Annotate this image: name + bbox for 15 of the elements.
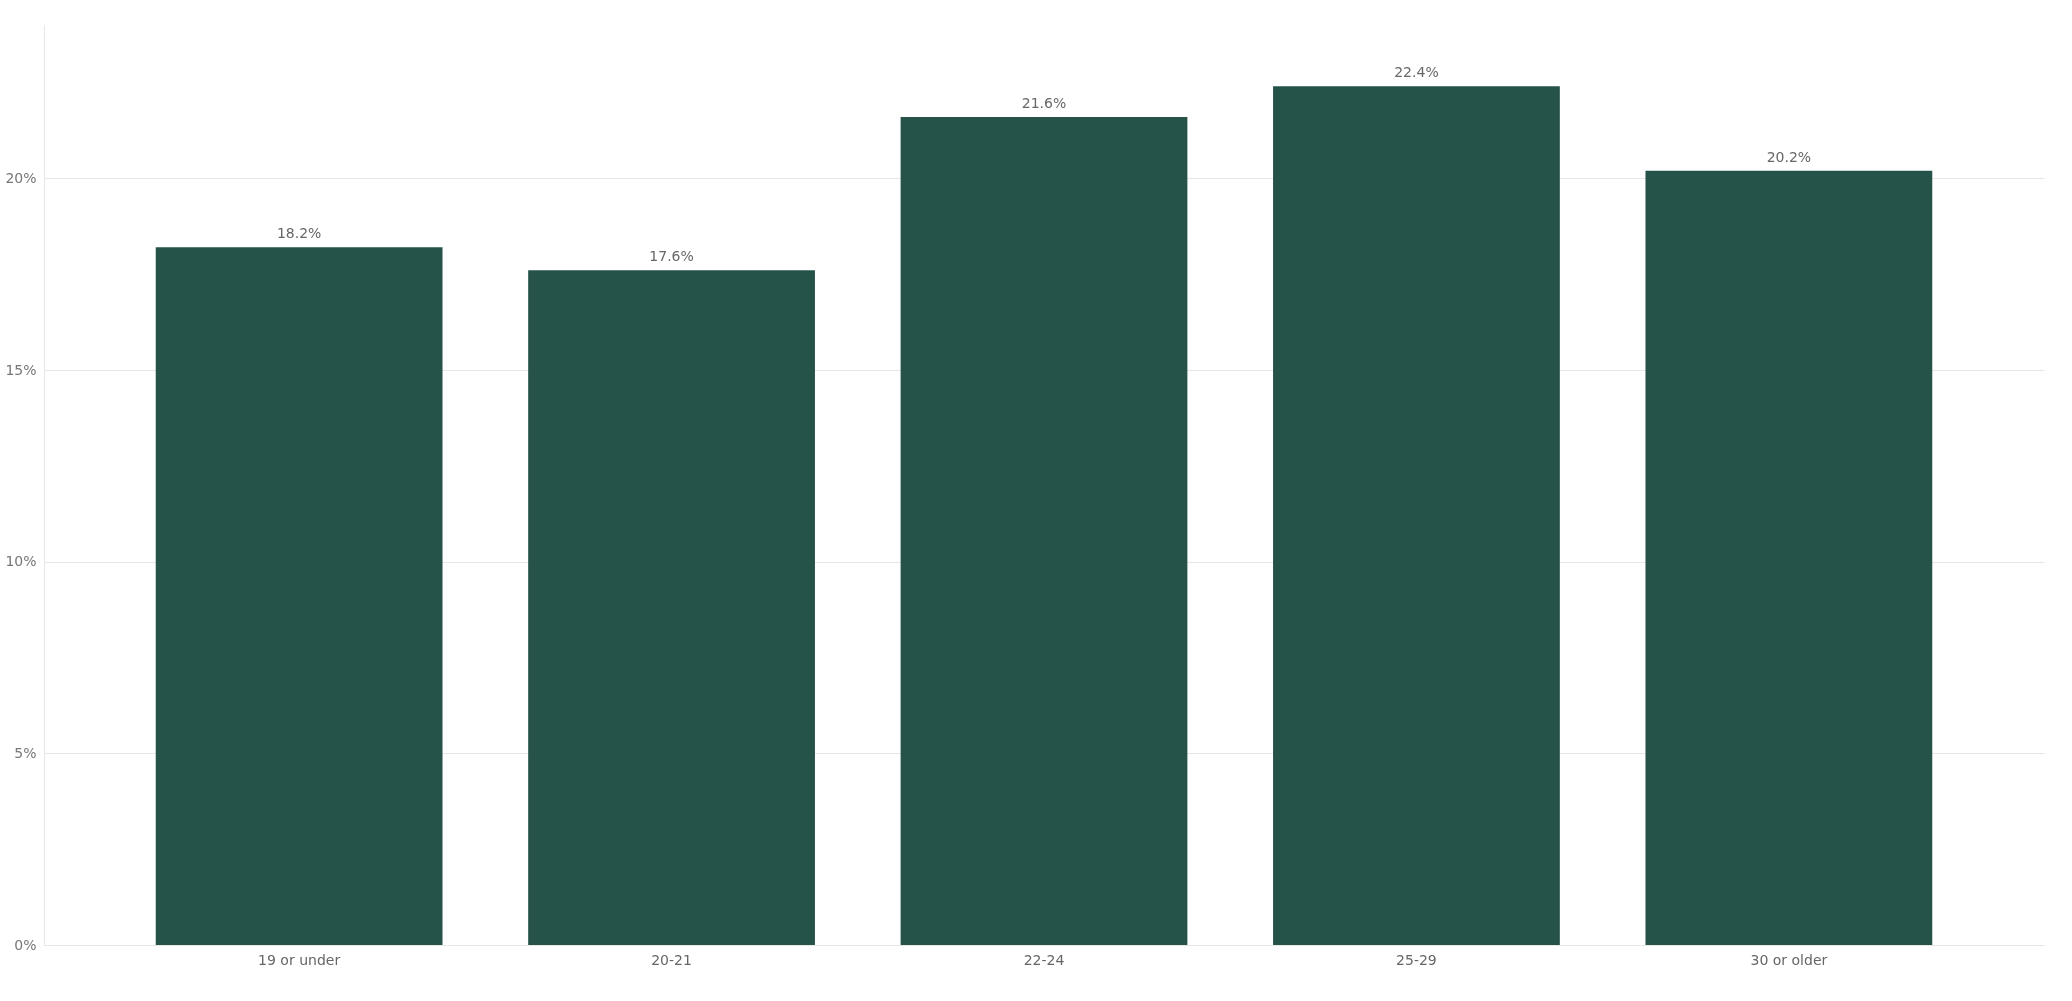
x-tick-label: 20-21 <box>651 951 692 968</box>
data-label: 21.6% <box>1021 95 1067 111</box>
x-tick-label: 22-24 <box>1023 951 1065 968</box>
y-tick-label: 10% <box>5 553 37 570</box>
y-tick-label: 5% <box>14 744 37 761</box>
data-label: 17.6% <box>649 248 694 265</box>
data-label: 22.4% <box>1394 64 1439 81</box>
x-tick-label: 30 or older <box>1750 951 1828 968</box>
y-tick-label: 0% <box>14 936 37 953</box>
data-label: 18.2% <box>276 225 322 242</box>
y-tick-label: 15% <box>5 361 37 378</box>
data-label: 20.2% <box>1766 148 1812 165</box>
x-tick-label: 25-29 <box>1396 951 1437 968</box>
x-tick-label: 19 or under <box>258 951 341 968</box>
y-tick-label: 20% <box>5 169 37 186</box>
